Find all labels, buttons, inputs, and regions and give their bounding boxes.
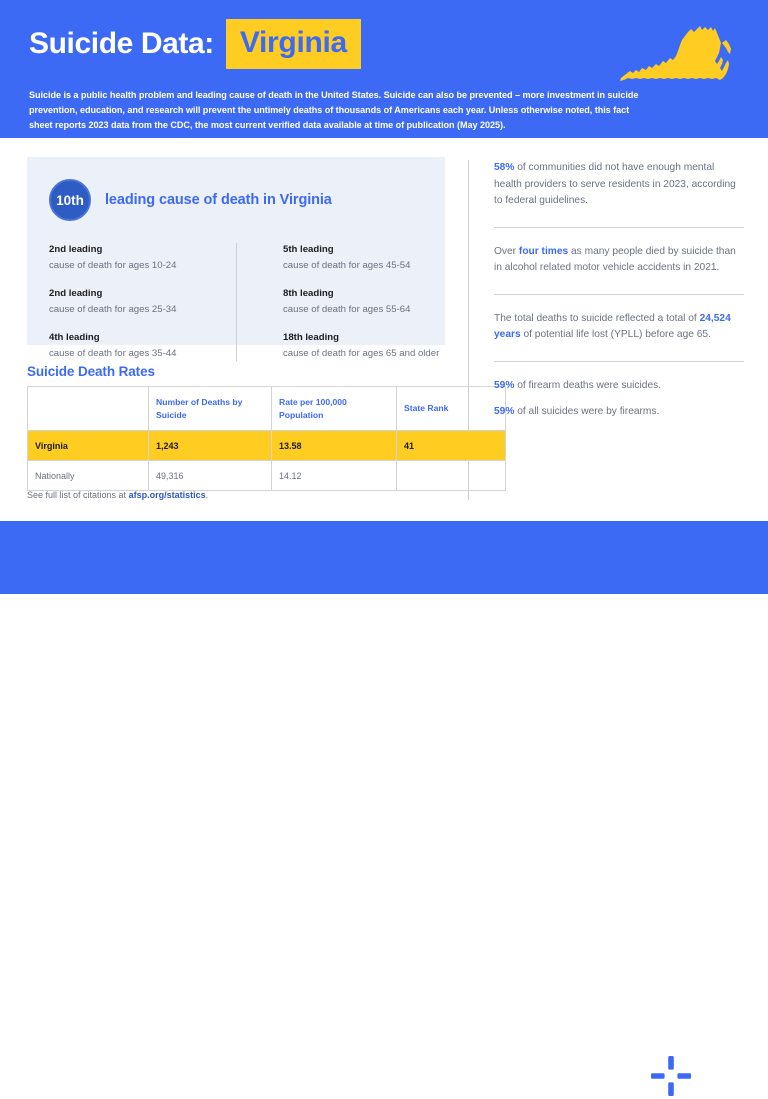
column-divider [468,160,469,500]
logo-word-for: for [700,1077,710,1087]
table-row: Virginia 1,243 13.58 41 [27,430,506,461]
stat-text: The total deaths to suicide reflected a … [494,312,700,324]
life-preserver-ring-icon [651,1056,692,1097]
page-title-main: Suicide Data: [29,27,214,60]
citation-prefix: See full list of citations at [27,490,129,500]
table-cell-label: Virginia [27,430,149,461]
age-breakdown-grid: 2nd leading cause of death for ages 10-2… [49,243,439,361]
virginia-state-map-icon [620,26,731,81]
table-cell-rank [396,460,506,491]
table-col-header-blank [27,386,149,431]
age-item-desc: cause of death for ages 25-34 [49,304,177,315]
stat-four-times-motor-vehicle: Over four times as many people died by s… [494,244,744,277]
statistics-column: 58% of communities did not have enough m… [494,160,744,421]
rank-badge-circle: 10th [49,179,91,221]
afsp-logo-text: American Foundation for Suicide Preventi… [700,1054,746,1099]
stat-firearm-deaths-suicides: 59% of firearm deaths were suicides. [494,378,744,395]
page-title: Suicide Data: Virginia [29,19,361,69]
table-cell-deaths: 49,316 [148,460,272,491]
stat-emphasis: 59% [494,379,515,391]
stat-text: of firearm deaths were suicides. [514,379,662,391]
page-footer: afsp.org/statistics American Foundation … [0,521,768,1098]
footer-url-link[interactable]: afsp.org/statistics [22,1076,102,1086]
age-item-desc: cause of death for ages 10-24 [49,260,177,271]
logo-word-suicide: Suicide [711,1076,742,1087]
leading-cause-panel: 10th leading cause of death in Virginia … [27,157,445,361]
stat-divider [494,226,744,228]
page-title-state-badge: Virginia [225,19,361,69]
main-content: 10th leading cause of death in Virginia … [0,138,768,521]
stat-emphasis: 59% [494,406,515,417]
logo-line-foundation: Foundation [700,1065,746,1076]
table-cell-deaths: 1,243 [148,430,272,461]
rates-table-title: Suicide Death Rates [27,364,155,379]
age-item-rank: 4th leading [49,332,100,343]
leading-cause-header: 10th leading cause of death in Virginia [49,179,332,221]
age-item-desc: cause of death for ages 55-64 [283,304,411,315]
stat-years-potential-life-lost: The total deaths to suicide reflected a … [494,311,744,344]
stat-text: of communities did not have enough menta… [494,162,736,206]
citation-line: See full list of citations at afsp.org/s… [27,490,208,500]
logo-line-prevention: Prevention [700,1087,744,1098]
age-item: 2nd leading cause of death for ages 25-3… [49,287,214,317]
table-col-header-deaths: Number of Deaths by Suicide [148,386,272,431]
age-item-rank: 2nd leading [49,244,103,255]
logo-line-american: American [700,1054,739,1064]
table-cell-label: Nationally [27,460,149,491]
stat-emphasis: 24,524 years [494,312,731,341]
age-item: 18th leading cause of death for ages 65 … [283,331,448,361]
age-column-right: 5th leading cause of death for ages 45-5… [283,243,448,361]
stat-text: of potential life lost (YPLL) before age… [520,329,711,340]
stat-divider [494,360,744,362]
age-item: 4th leading cause of death for ages 35-4… [49,331,214,361]
stat-divider [494,293,744,295]
age-item-rank: 5th leading [283,244,334,255]
page-header: Suicide Data: Virginia Suicide is a publ… [0,0,768,138]
age-column-separator [236,243,237,361]
stat-text: Over [494,245,519,257]
suicide-death-rates-table: Number of Deaths by Suicide Rate per 100… [27,386,506,491]
age-item-desc: cause of death for ages 45-54 [283,260,411,271]
age-item-desc: cause of death for ages 35-44 [49,348,177,359]
table-col-header-rank: State Rank [396,386,506,431]
table-col-header-rate: Rate per 100,000 Population [271,386,397,431]
afsp-logo: American Foundation for Suicide Preventi… [651,1054,746,1099]
stat-suicides-by-firearms: 59% of all suicides were by firearms. [494,404,744,421]
age-item: 8th leading cause of death for ages 55-6… [283,287,448,317]
age-item-desc: cause of death for ages 65 and older [283,348,440,359]
logo-line-for-suicide: for Suicide [700,1076,746,1087]
age-column-left: 2nd leading cause of death for ages 10-2… [49,243,214,361]
age-item-rank: 18th leading [283,332,339,343]
header-intro-paragraph: Suicide is a public health problem and l… [29,90,639,131]
stat-emphasis: 58% [494,162,515,173]
age-item: 5th leading cause of death for ages 45-5… [283,243,448,273]
stat-mental-health-providers: 58% of communities did not have enough m… [494,160,744,210]
table-cell-rate: 13.58 [271,430,397,461]
age-item: 2nd leading cause of death for ages 10-2… [49,243,214,273]
leading-cause-headline: leading cause of death in Virginia [105,192,332,208]
stat-emphasis: four times [518,245,569,257]
citation-link[interactable]: afsp.org/statistics [128,490,206,500]
table-cell-rank: 41 [396,430,506,461]
table-header-row: Number of Deaths by Suicide Rate per 100… [27,386,506,431]
stat-text: as many people died by suicide than in a… [494,245,736,274]
age-item-rank: 2nd leading [49,288,103,299]
age-item-rank: 8th leading [283,288,334,299]
table-cell-rate: 14.12 [271,460,397,491]
stat-text: of all suicides were by firearms. [514,406,660,417]
citation-suffix: . [205,490,209,500]
table-row: Nationally 49,316 14.12 [27,460,506,491]
